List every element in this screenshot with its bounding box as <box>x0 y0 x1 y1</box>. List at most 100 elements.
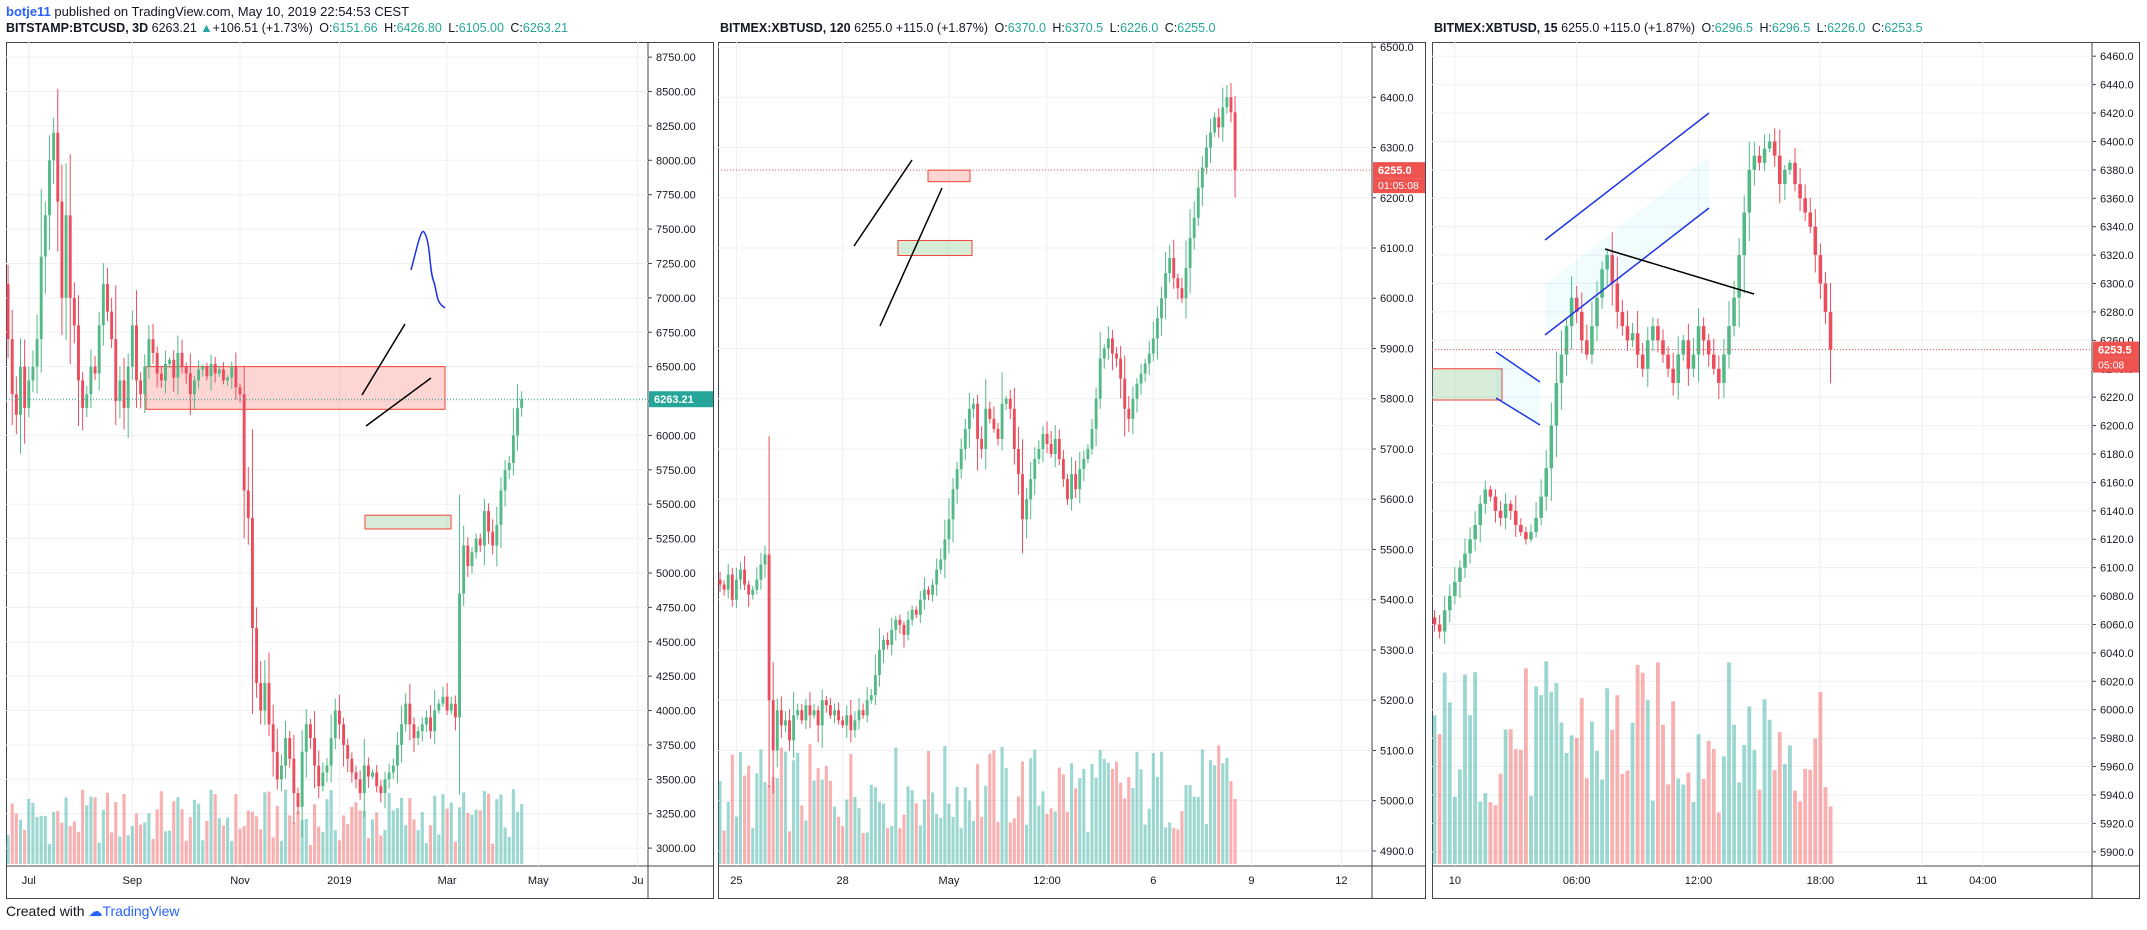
symbol-label[interactable]: BITMEX:XBTUSD, 15 <box>1434 21 1558 35</box>
candle-body <box>101 284 105 326</box>
volume-bar <box>1432 715 1437 864</box>
chart-panel-3[interactable]: 6460.0 6440.0 6420.0 6400.0 6380.0 6360.0 6340… <box>1432 42 2140 902</box>
chart-panel-2[interactable]: 6500.0 6400.0 6300.0 6200.0 6100.0 6000.0 5900… <box>718 42 1426 902</box>
candle-body <box>184 366 188 374</box>
y-tick-label: 6200.0 <box>1380 193 1414 205</box>
candle-body <box>151 339 155 353</box>
candle-body <box>1098 358 1102 399</box>
candle-body <box>325 765 329 773</box>
volume-bar <box>1803 768 1808 864</box>
x-tick-label: Nov <box>230 875 250 887</box>
x-tick-label: Sep <box>123 875 143 887</box>
candle-body <box>894 619 898 630</box>
volume-bar <box>292 822 296 864</box>
volume-bar <box>1045 813 1049 864</box>
volume-bar <box>1180 811 1184 864</box>
candle-body <box>275 751 279 780</box>
candle-body <box>808 705 812 716</box>
candle-body <box>886 639 890 645</box>
volume-bar <box>947 803 951 864</box>
candle-body <box>755 579 759 590</box>
candle-body <box>1691 354 1696 369</box>
tradingview-logo-icon[interactable]: ☁ <box>88 903 103 919</box>
y-tick-label: 6320.0 <box>2100 250 2134 262</box>
candle-body <box>118 380 122 402</box>
candle-body <box>1106 338 1110 349</box>
candle-body <box>1742 212 1747 256</box>
candle-body <box>1762 148 1767 163</box>
candle-body <box>147 339 151 367</box>
y-tick-label: 5750.00 <box>656 465 696 477</box>
x-tick-label: 6 <box>1150 875 1156 887</box>
candle-body <box>800 710 804 721</box>
candle-body <box>466 545 470 567</box>
y-tick-label: 6500.00 <box>656 362 696 374</box>
volume-bar <box>238 828 242 864</box>
volume-bar <box>1184 785 1188 864</box>
volume-bar <box>56 810 60 864</box>
candle-body <box>56 132 60 202</box>
high-value: 6296.5 <box>1771 21 1811 35</box>
volume-bar <box>457 807 462 864</box>
candle-body <box>1498 510 1503 518</box>
candle-body <box>1793 162 1797 185</box>
trend-line <box>365 377 432 427</box>
candle-body <box>1070 474 1073 500</box>
candle-body <box>404 703 408 725</box>
volume-bar <box>1065 811 1070 864</box>
candle-body <box>984 408 988 449</box>
volume-bar <box>1706 741 1711 864</box>
candle-body <box>1025 499 1029 520</box>
volume-bar <box>313 804 317 864</box>
volume-bar <box>1078 777 1082 864</box>
volume-bar <box>362 810 366 864</box>
y-tick-label: 5000.00 <box>656 568 696 580</box>
y-tick-label: 5960.0 <box>2100 762 2134 774</box>
candle-body <box>943 539 947 560</box>
chart-panel-1[interactable]: 8750.00 8500.00 8250.00 8000.00 7750.00 7500.… <box>6 42 714 902</box>
candle-body <box>935 569 939 585</box>
candle-body <box>52 132 56 161</box>
volume-bar <box>955 786 959 864</box>
candle-body <box>1651 326 1655 341</box>
volume-bar <box>1529 795 1533 864</box>
candle-body <box>1585 340 1589 355</box>
symbol-label[interactable]: BITMEX:XBTUSD, 120 <box>720 21 851 35</box>
candle-body <box>201 366 205 370</box>
volume-bar <box>1650 800 1655 864</box>
y-tick-label: 7250.00 <box>656 258 696 270</box>
volume-bar <box>1666 784 1671 864</box>
volume-bar <box>1004 767 1008 864</box>
candle-body <box>820 700 824 726</box>
volume-bar <box>387 792 391 864</box>
author-link[interactable]: botje11 <box>6 4 51 19</box>
y-tick-label: 6420.0 <box>2100 108 2134 120</box>
candle-body <box>143 366 147 395</box>
x-tick-label: 12 <box>1335 875 1347 887</box>
candle-body <box>1747 169 1752 213</box>
candle-body <box>114 339 118 402</box>
candle-body <box>861 710 865 716</box>
candle-body <box>947 519 951 540</box>
candle-body <box>437 703 441 711</box>
green-zone <box>897 239 973 257</box>
y-tick-label: 7750.00 <box>656 190 696 202</box>
y-tick-label: 3750.00 <box>656 740 696 752</box>
volume-bar <box>399 797 404 864</box>
volume-bar <box>1213 765 1217 864</box>
volume-bar <box>1090 763 1094 864</box>
candle-body <box>164 363 167 381</box>
volume-bar <box>828 780 832 864</box>
volume-bar <box>787 831 792 864</box>
volume-bar <box>155 809 159 864</box>
volume-bar <box>197 803 201 864</box>
y-tick-label: 8750.00 <box>656 52 696 64</box>
candle-body <box>122 380 126 408</box>
candle-body <box>1004 398 1008 404</box>
volume-bar <box>64 797 68 864</box>
candle-body <box>1529 532 1533 540</box>
symbol-label[interactable]: BITSTAMP:BTCUSD, 3D <box>6 21 149 35</box>
volume-bar <box>759 749 763 864</box>
tradingview-link[interactable]: TradingView <box>102 903 180 919</box>
y-tick-label: 6400.0 <box>2100 136 2134 148</box>
